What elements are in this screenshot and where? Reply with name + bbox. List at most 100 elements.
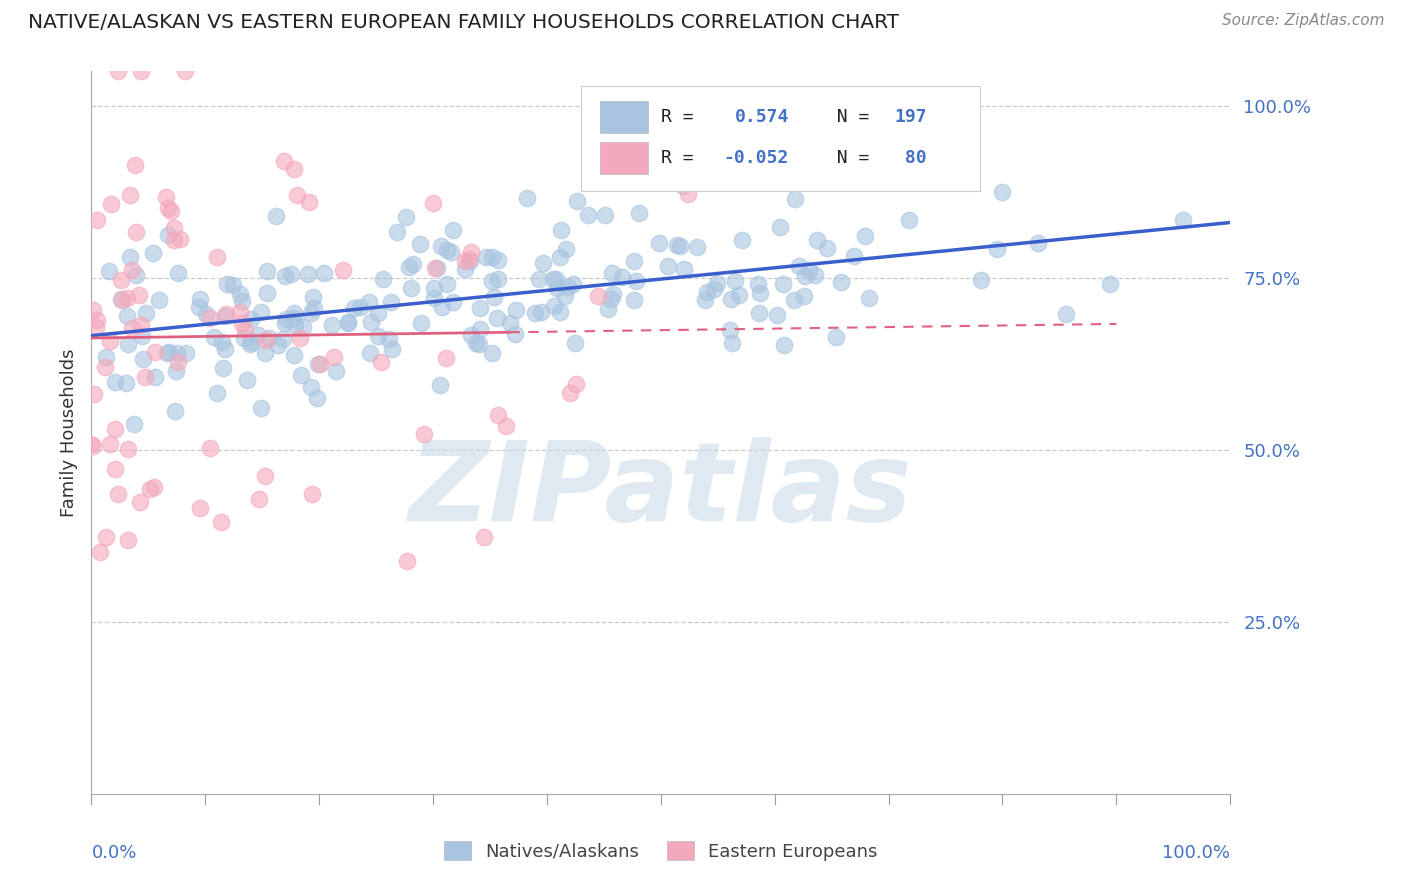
Point [349,300,371,314]
Point [546,281,568,295]
Point [858,291,880,305]
Point [298,195,321,210]
Point [731,233,754,247]
Point [231,294,253,309]
Point [129,495,152,509]
Point [305,392,328,406]
Point [198,441,221,455]
Point [441,223,464,237]
Point [96,530,118,544]
Point [530,304,553,318]
Point [274,269,297,284]
Point [503,327,526,342]
Point [222,278,245,293]
Point [576,208,599,222]
Point [481,346,503,360]
Point [422,196,444,211]
Point [669,239,692,253]
Point [673,261,696,276]
Point [163,233,186,247]
Point [475,250,498,264]
Point [343,301,366,315]
Point [409,316,432,330]
Point [747,277,769,291]
Point [401,280,423,294]
Point [139,482,162,496]
Point [686,240,709,254]
Point [678,186,700,201]
Point [173,64,195,78]
Point [718,323,741,337]
Point [94,351,117,365]
Point [429,377,451,392]
Point [280,268,302,282]
Point [131,328,153,343]
Point [97,264,120,278]
Point [837,144,859,158]
Point [299,306,322,320]
Point [626,274,648,288]
Point [666,237,689,252]
Point [804,268,827,283]
Point [1054,307,1077,321]
Point [367,306,389,320]
Point [165,364,187,378]
Point [395,210,418,224]
Point [211,334,233,349]
Point [104,375,127,389]
Point [283,310,305,325]
Point [541,272,564,286]
Point [648,235,671,250]
Text: 0.574: 0.574 [735,108,789,126]
Point [166,346,188,360]
Point [1171,213,1194,227]
Point [285,188,308,202]
Point [766,308,789,322]
Point [454,254,477,268]
Point [482,290,505,304]
Point [304,301,326,315]
Legend: Natives/Alaskans, Eastern Europeans: Natives/Alaskans, Eastern Europeans [437,834,884,868]
Point [842,249,865,263]
Point [1098,277,1121,291]
Point [543,299,565,313]
Point [167,355,190,369]
Point [125,268,148,283]
Point [288,331,311,345]
Point [468,322,491,336]
Point [155,190,177,204]
Point [486,271,509,285]
Point [815,241,838,255]
Point [396,553,419,567]
Text: R =: R = [661,149,704,167]
Point [231,316,253,330]
Point [468,301,491,315]
Point [291,319,314,334]
Point [555,242,578,256]
Point [408,237,430,252]
Point [371,271,394,285]
Point [806,233,828,247]
Point [793,288,815,302]
Point [129,318,152,332]
Point [214,309,236,323]
Point [264,210,287,224]
Point [122,417,145,431]
Point [98,436,121,450]
Point [250,305,273,319]
Point [481,274,503,288]
Point [464,335,486,350]
Point [239,337,262,351]
Point [98,334,121,348]
Point [312,266,335,280]
Text: N =: N = [814,108,880,126]
Point [214,342,236,356]
Point [307,357,329,371]
Point [436,243,458,257]
Point [695,293,717,308]
Point [423,291,446,305]
Point [550,223,572,237]
Point [195,308,218,322]
Point [529,272,551,286]
Point [143,480,166,494]
